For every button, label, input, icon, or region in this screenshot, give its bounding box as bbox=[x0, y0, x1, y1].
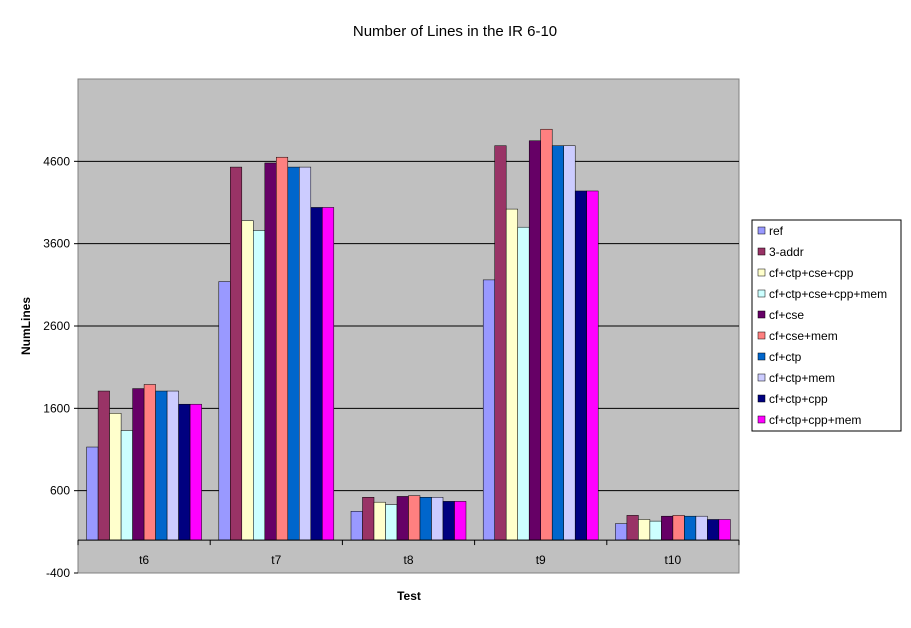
legend-swatch bbox=[757, 331, 766, 340]
bar bbox=[551, 145, 564, 541]
bar bbox=[310, 207, 323, 541]
bar bbox=[574, 190, 587, 541]
x-axis-title: Test bbox=[397, 589, 421, 603]
bar bbox=[586, 190, 599, 541]
x-tick-label: t9 bbox=[536, 553, 546, 567]
bar bbox=[494, 145, 507, 541]
bar bbox=[230, 166, 243, 541]
bar bbox=[264, 162, 277, 541]
bar bbox=[649, 520, 662, 541]
bar bbox=[615, 523, 628, 541]
bar bbox=[155, 390, 168, 541]
legend-label: 3-addr bbox=[769, 245, 804, 259]
legend-items: ref 3-addr cf+ctp+cse+cpp cf+ctp+cse+cpp+me… bbox=[757, 224, 887, 427]
y-tick-label: 3600 bbox=[43, 237, 70, 251]
bar bbox=[143, 384, 156, 541]
bar bbox=[276, 156, 289, 541]
bar bbox=[166, 390, 179, 541]
y-tick-label: 4600 bbox=[43, 154, 70, 168]
y-tick-label: 2600 bbox=[43, 319, 70, 333]
legend-label: cf+cse bbox=[769, 308, 804, 322]
legend-label: cf+ctp+cpp+mem bbox=[769, 413, 861, 427]
bar bbox=[661, 515, 674, 541]
x-axis-ticks: t6 t7 t8 t9 t10 bbox=[77, 540, 740, 567]
bar bbox=[287, 166, 300, 541]
x-tick-label: t8 bbox=[403, 553, 413, 567]
bar bbox=[563, 145, 576, 541]
legend-label: cf+ctp bbox=[769, 350, 802, 364]
legend-box bbox=[751, 219, 902, 432]
bar bbox=[528, 140, 541, 541]
bar bbox=[86, 446, 99, 541]
legend-swatch bbox=[757, 268, 766, 277]
legend-label: cf+ctp+mem bbox=[769, 371, 835, 385]
legend-swatch bbox=[757, 373, 766, 382]
bar bbox=[442, 501, 455, 541]
bar bbox=[362, 497, 375, 541]
legend-swatch bbox=[757, 289, 766, 298]
bar bbox=[350, 511, 363, 541]
x-tick-label: t6 bbox=[139, 553, 149, 567]
bar bbox=[120, 430, 133, 541]
bar bbox=[638, 519, 651, 541]
bar bbox=[218, 281, 231, 541]
bar bbox=[189, 403, 202, 541]
legend-swatch bbox=[757, 226, 766, 235]
bar bbox=[707, 519, 720, 541]
bar bbox=[253, 230, 266, 541]
bar bbox=[431, 497, 444, 541]
bar bbox=[482, 279, 495, 541]
bar bbox=[517, 226, 530, 541]
bar bbox=[408, 495, 421, 541]
bar bbox=[684, 515, 697, 541]
bar bbox=[373, 501, 386, 541]
legend: ref 3-addr cf+ctp+cse+cpp cf+ctp+cse+cpp+me… bbox=[751, 219, 902, 432]
legend-swatch bbox=[757, 310, 766, 319]
legend-swatch bbox=[757, 394, 766, 403]
bar bbox=[396, 496, 409, 541]
bar bbox=[718, 519, 731, 541]
bar bbox=[299, 166, 312, 541]
bar bbox=[97, 390, 110, 541]
bar bbox=[385, 504, 398, 541]
bar bbox=[132, 388, 145, 541]
legend-label: cf+ctp+cse+cpp bbox=[769, 266, 854, 280]
bar bbox=[695, 515, 708, 541]
chart-title: Number of Lines in the IR 6-10 bbox=[353, 23, 557, 40]
legend-label: cf+cse+mem bbox=[769, 329, 838, 343]
bar bbox=[672, 515, 685, 541]
bar bbox=[505, 208, 518, 541]
bars bbox=[86, 128, 731, 541]
legend-label: cf+ctp+cpp bbox=[769, 392, 828, 406]
bar bbox=[540, 128, 553, 541]
y-tick-label: -400 bbox=[46, 566, 70, 580]
bar bbox=[419, 497, 432, 541]
y-axis-title: NumLines bbox=[19, 297, 33, 355]
y-tick-label: 1600 bbox=[43, 401, 70, 415]
x-tick-label: t7 bbox=[271, 553, 281, 567]
bar bbox=[322, 207, 335, 541]
legend-swatch bbox=[757, 352, 766, 361]
legend-label: ref bbox=[769, 224, 784, 238]
legend-label: cf+ctp+cse+cpp+mem bbox=[769, 287, 887, 301]
bar bbox=[178, 403, 191, 541]
bar bbox=[109, 413, 122, 541]
y-tick-label: 600 bbox=[50, 484, 70, 498]
y-axis-ticks: -400 600 1600 2600 3600 4600 bbox=[43, 154, 78, 580]
bar bbox=[626, 515, 639, 541]
bar bbox=[454, 501, 467, 541]
bar bbox=[241, 220, 254, 541]
x-tick-label: t10 bbox=[665, 553, 682, 567]
legend-swatch bbox=[757, 247, 766, 256]
legend-swatch bbox=[757, 415, 766, 424]
